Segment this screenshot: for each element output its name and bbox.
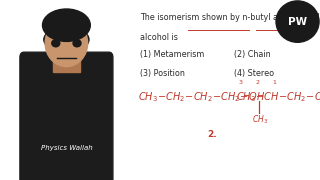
Ellipse shape (73, 40, 81, 47)
Text: 3: 3 (239, 80, 243, 85)
FancyBboxPatch shape (20, 52, 113, 180)
Text: $CH_3\!-\!CH_2\!-\!CH_2\!-\!CH_2\!-\!OH$: $CH_3\!-\!CH_2\!-\!CH_2\!-\!CH_2\!-\!OH$ (139, 90, 266, 104)
Text: PW: PW (288, 17, 307, 27)
Text: Physics Wallah: Physics Wallah (41, 145, 92, 151)
Ellipse shape (52, 40, 60, 47)
Text: 1: 1 (272, 80, 276, 85)
Text: $CH_3$: $CH_3$ (252, 113, 268, 126)
Ellipse shape (44, 27, 89, 52)
Text: (3) Position: (3) Position (140, 69, 185, 78)
FancyBboxPatch shape (53, 50, 80, 72)
Ellipse shape (45, 20, 88, 67)
Circle shape (276, 1, 319, 42)
Text: (4) Stereo: (4) Stereo (234, 69, 274, 78)
Text: 2.: 2. (208, 130, 217, 139)
Text: alcohol is: alcohol is (140, 33, 178, 42)
Text: $CH_3\!-\!CH\!-\!CH_2\!-\!OH$: $CH_3\!-\!CH\!-\!CH_2\!-\!OH$ (236, 90, 320, 104)
Text: (1) Metamerism: (1) Metamerism (140, 50, 205, 59)
Ellipse shape (43, 9, 90, 41)
Text: (2) Chain: (2) Chain (234, 50, 270, 59)
Text: The isomerism shown by n-butyl alcohol and isobutyl: The isomerism shown by n-butyl alcohol a… (140, 13, 320, 22)
Text: 2: 2 (255, 80, 260, 85)
